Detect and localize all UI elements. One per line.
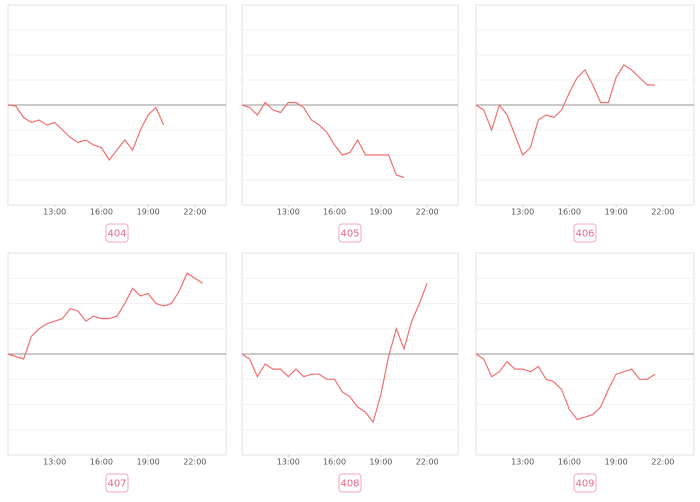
- chart-title[interactable]: 406: [575, 229, 594, 240]
- x-tick-label: 13:00: [43, 208, 66, 217]
- chart-panel: 13:00 16:00 19:00 22:00 408: [241, 252, 459, 493]
- x-tick-label: 16:00: [558, 208, 581, 217]
- x-tick-label: 22:00: [651, 458, 674, 467]
- title-badge[interactable]: [105, 473, 129, 493]
- chart-title[interactable]: 407: [107, 479, 126, 490]
- x-tick-label: 22:00: [416, 458, 439, 467]
- title-badge[interactable]: [338, 223, 362, 243]
- data-line: [241, 283, 428, 424]
- x-tick-label: 16:00: [323, 458, 346, 467]
- x-tick-label: 19:00: [137, 208, 160, 217]
- data-line: [7, 104, 165, 162]
- data-line: [475, 64, 656, 157]
- x-tick-label: 22:00: [183, 208, 206, 217]
- x-tick-label: 13:00: [43, 458, 66, 467]
- x-tick-label: 19:00: [605, 458, 628, 467]
- title-badge[interactable]: [573, 473, 597, 493]
- x-tick-label: 19:00: [369, 208, 392, 217]
- data-line: [241, 101, 405, 179]
- x-tick-label: 13:00: [511, 458, 534, 467]
- x-tick-label: 22:00: [416, 208, 439, 217]
- data-line: [7, 272, 203, 360]
- chart-panel: 13:00 16:00 19:00 22:00 406: [475, 4, 695, 243]
- x-tick-label: 22:00: [651, 208, 674, 217]
- x-tick-label: 13:00: [511, 208, 534, 217]
- chart-panel: 13:00 16:00 19:00 22:00 405: [241, 4, 459, 243]
- x-tick-label: 16:00: [558, 458, 581, 467]
- chart-title[interactable]: 408: [340, 479, 359, 490]
- x-tick-label: 13:00: [277, 458, 300, 467]
- x-tick-label: 22:00: [183, 458, 206, 467]
- x-tick-label: 19:00: [369, 458, 392, 467]
- x-tick-label: 16:00: [323, 208, 346, 217]
- chart-title[interactable]: 405: [340, 229, 359, 240]
- title-badge[interactable]: [338, 473, 362, 493]
- title-badge[interactable]: [573, 223, 597, 243]
- chart-panel: 13:00 16:00 19:00 22:00 407: [7, 252, 227, 493]
- x-tick-label: 16:00: [90, 458, 113, 467]
- chart-title[interactable]: 409: [575, 479, 594, 490]
- chart-panel: 13:00 16:00 19:00 22:00 404: [7, 4, 227, 243]
- title-badge[interactable]: [105, 223, 129, 243]
- data-line: [475, 353, 656, 421]
- chart-title[interactable]: 404: [107, 229, 126, 240]
- x-tick-label: 19:00: [605, 208, 628, 217]
- x-tick-label: 13:00: [277, 208, 300, 217]
- chart-panel: 13:00 16:00 19:00 22:00 409: [475, 252, 695, 493]
- x-tick-label: 19:00: [137, 458, 160, 467]
- x-tick-label: 16:00: [90, 208, 113, 217]
